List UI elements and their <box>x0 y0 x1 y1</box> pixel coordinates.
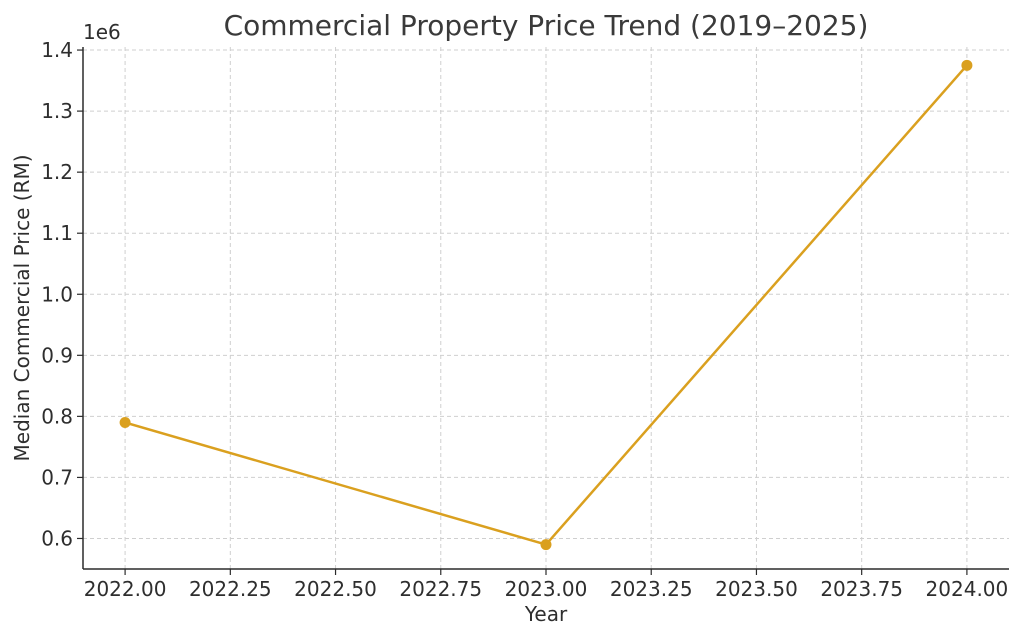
y-tick-label: 1.2 <box>41 160 73 184</box>
gridlines <box>83 47 1009 569</box>
y-axis-ticks: 0.6 0.7 0.8 0.9 1.0 1.1 1.2 1.3 1.4 <box>41 38 83 550</box>
x-tick-label: 2023.00 <box>505 577 588 601</box>
x-tick-label: 2022.00 <box>84 577 167 601</box>
series-line <box>124 64 968 546</box>
x-tick-label: 2023.75 <box>820 577 903 601</box>
data-point <box>961 59 973 71</box>
x-tick-label: 2022.25 <box>189 577 272 601</box>
x-axis-label: Year <box>524 602 568 626</box>
series-group <box>119 59 973 551</box>
y-tick-label: 1.1 <box>41 221 73 245</box>
y-tick-label: 0.8 <box>41 404 73 428</box>
chart-title: Commercial Property Price Trend (2019–20… <box>224 9 869 42</box>
y-axis-label: Median Commercial Price (RM) <box>10 155 34 462</box>
y-tick-label: 0.7 <box>41 465 73 489</box>
x-tick-label: 2024.00 <box>926 577 1009 601</box>
y-tick-label: 1.4 <box>41 38 73 62</box>
y-tick-label: 0.9 <box>41 343 73 367</box>
x-axis-ticks: 2022.00 2022.25 2022.50 2022.75 2023.00 2023.… <box>84 569 1009 601</box>
y-tick-label: 1.3 <box>41 99 73 123</box>
y-tick-label: 0.6 <box>41 526 73 550</box>
data-point <box>540 539 552 551</box>
x-tick-label: 2022.75 <box>399 577 482 601</box>
y-tick-label: 1.0 <box>41 282 73 306</box>
x-tick-label: 2023.25 <box>610 577 693 601</box>
y-offset-label: 1e6 <box>83 20 121 44</box>
x-tick-label: 2022.50 <box>294 577 377 601</box>
x-tick-label: 2023.50 <box>715 577 798 601</box>
data-point <box>119 416 131 428</box>
